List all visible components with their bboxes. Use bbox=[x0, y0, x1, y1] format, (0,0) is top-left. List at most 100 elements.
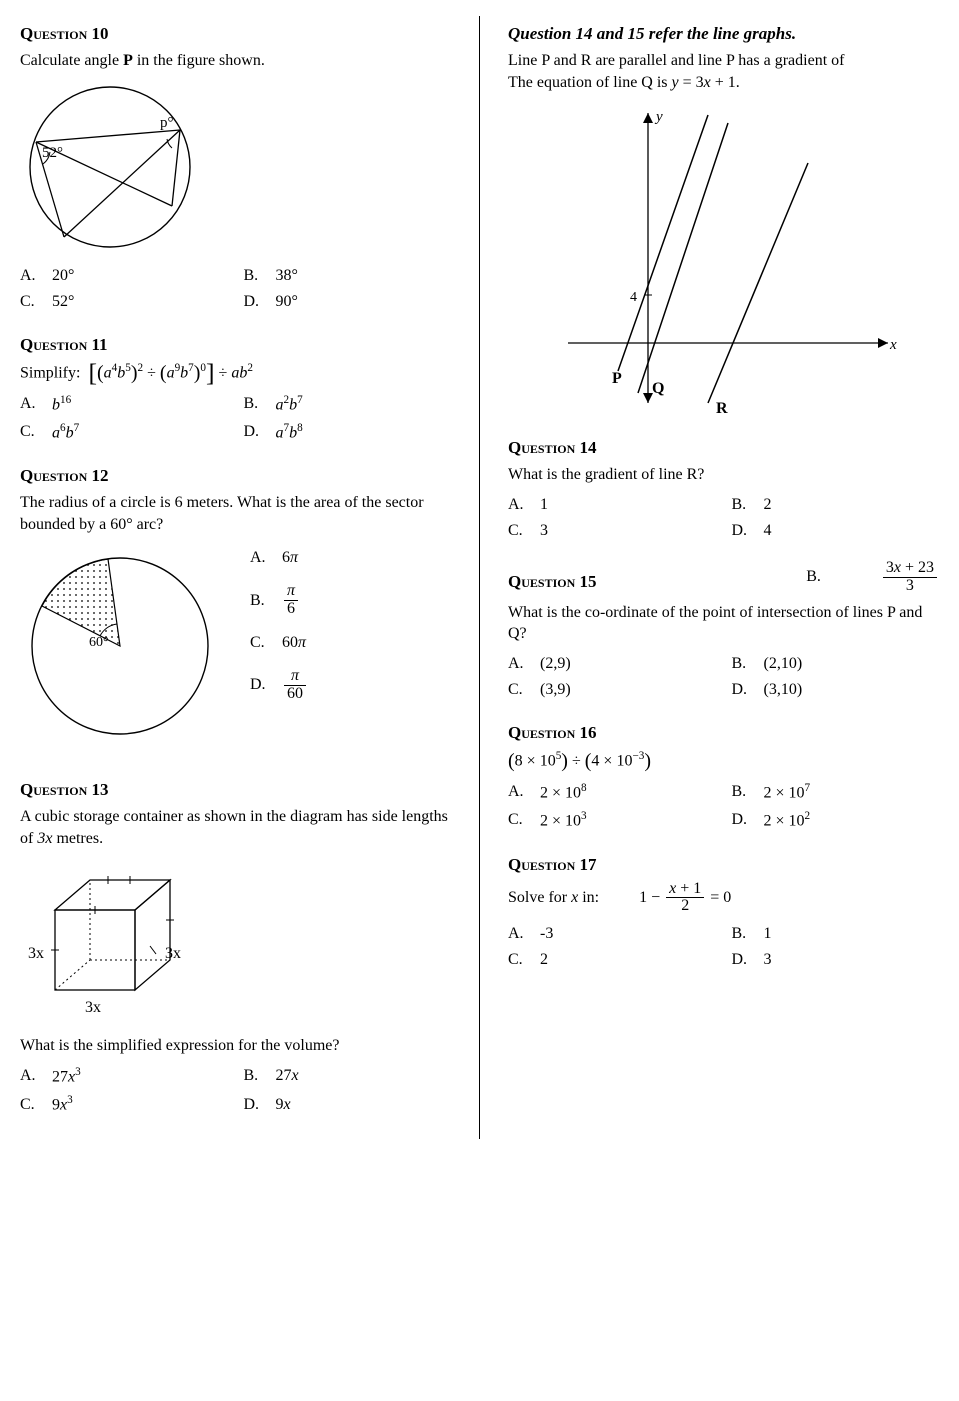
q17-solve-pre: Solve for bbox=[508, 889, 571, 906]
q16-b-exp: 7 bbox=[805, 782, 811, 794]
opt-letter-d: D. bbox=[244, 1096, 262, 1114]
svg-text:3x: 3x bbox=[85, 999, 101, 1016]
q16-expr: (8 × 105) ÷ (4 × 10−3) bbox=[508, 749, 939, 772]
q10-text-pre: Calculate angle bbox=[20, 52, 123, 69]
q11-b: a2b7 bbox=[276, 394, 303, 414]
q12-opt-d: D.π60 bbox=[250, 668, 308, 703]
q14-heading: Question 14 bbox=[508, 438, 939, 458]
q16-c-exp: 3 bbox=[581, 810, 587, 822]
opt-letter-c: C. bbox=[508, 522, 526, 540]
q10-text-post: in the figure shown. bbox=[133, 52, 265, 69]
q15-overlap-fragment: B. 3x + 23 3 bbox=[806, 560, 939, 595]
q17-eq: 1 − x + 12 = 0 bbox=[639, 881, 731, 916]
opt-letter-b: B. bbox=[732, 925, 750, 943]
opt-letter-d: D. bbox=[244, 293, 262, 311]
opt-letter-d: D. bbox=[732, 681, 750, 699]
q17-text: Solve for x in: 1 − x + 12 = 0 bbox=[508, 881, 939, 916]
opt-letter-b: B. bbox=[732, 496, 750, 514]
q15-text: What is the co-ordinate of the point of … bbox=[508, 602, 939, 645]
opt-letter-a: A. bbox=[508, 925, 526, 943]
opt-letter-c: C. bbox=[250, 634, 268, 652]
q12-angle: 60° bbox=[89, 635, 109, 650]
q17-solve: Solve for x in: bbox=[508, 887, 599, 909]
q15-float-den: 3 bbox=[883, 578, 937, 595]
q13-b: 27x bbox=[276, 1067, 299, 1085]
q11-heading: Question 11 bbox=[20, 335, 451, 355]
q17-opt-c: C.2 bbox=[508, 951, 716, 969]
q13-text-post: metres. bbox=[52, 830, 103, 847]
opt-letter-a: A. bbox=[20, 395, 38, 413]
q1415-intro-head: Question 14 and 15 refer the line graphs… bbox=[508, 24, 939, 44]
q12-b: π6 bbox=[284, 583, 298, 618]
q15-d: (3,10) bbox=[764, 681, 803, 699]
q17-d: 3 bbox=[764, 951, 772, 969]
q1415-intro-text: Line P and R are parallel and line P has… bbox=[508, 50, 939, 93]
svg-text:4: 4 bbox=[630, 290, 637, 305]
q14-opt-a: A.1 bbox=[508, 496, 716, 514]
q11-opt-c: C.a6b7 bbox=[20, 422, 228, 442]
svg-text:P: P bbox=[612, 370, 622, 387]
q13-opt-d: D.9x bbox=[244, 1094, 452, 1114]
q11-expr: Simplify: [(a4b5)2 ÷ (a9b7)0] ÷ ab2 bbox=[20, 361, 451, 384]
q16-opt-a: A. 2 × 108 bbox=[508, 782, 716, 802]
q16-heading: Question 16 bbox=[508, 723, 939, 743]
q10-angle-p: p° bbox=[160, 115, 174, 131]
svg-text:x: x bbox=[889, 337, 897, 353]
q14-b: 2 bbox=[764, 496, 772, 514]
q17-opt-a: A. -3 bbox=[508, 925, 716, 943]
opt-letter-a: A. bbox=[508, 655, 526, 673]
q17-options: A.-3 B.1 C.2 D.3 bbox=[508, 925, 939, 969]
q10-angle-52: 52° bbox=[42, 145, 63, 161]
q12-d-num: π bbox=[291, 667, 299, 684]
q14-c: 3 bbox=[540, 522, 548, 540]
column-divider bbox=[479, 16, 480, 1139]
q16-a: 2 × 108 bbox=[540, 782, 587, 802]
q17-den: 2 bbox=[666, 898, 704, 915]
opt-letter-b: B. bbox=[732, 655, 750, 673]
q10-b-val: 38° bbox=[276, 267, 298, 285]
opt-letter-a: A. bbox=[508, 783, 526, 801]
q13-opt-a: A.27x3 bbox=[20, 1066, 228, 1086]
opt-letter-b: B. bbox=[244, 1067, 262, 1085]
q15-float-frac: 3x + 23 3 bbox=[883, 560, 937, 595]
q13-text: A cubic storage container as shown in th… bbox=[20, 806, 451, 849]
q15-opt-b: B.(2,10) bbox=[732, 655, 940, 673]
q16-opt-c: C.2 × 103 bbox=[508, 810, 716, 830]
q16-a-exp: 8 bbox=[581, 782, 587, 794]
q14-opt-c: C. 3 bbox=[508, 522, 716, 540]
q16-options: A.2 × 108 B.2 × 107 C.2 × 103 D.2 × 102 bbox=[508, 782, 939, 831]
opt-letter-b: B. bbox=[244, 267, 262, 285]
q16-d-exp: 2 bbox=[805, 810, 811, 822]
q12-options: A.6π B.π6 C.60π D.π60 bbox=[250, 549, 308, 702]
q12-row: 60° A.6π B.π6 C.60π D.π60 bbox=[20, 545, 451, 756]
graph-figure: y x 4 P Q R bbox=[548, 103, 939, 428]
q12-b-den: 6 bbox=[284, 601, 298, 618]
opt-letter-c: C. bbox=[508, 951, 526, 969]
q11-d: a7b8 bbox=[276, 422, 303, 442]
q11-opt-a: A.b16 bbox=[20, 394, 228, 414]
svg-text:3x: 3x bbox=[28, 945, 44, 962]
q12-opt-b: B. π6 bbox=[250, 583, 308, 618]
opt-letter-a: A. bbox=[508, 496, 526, 514]
q17-a: -3 bbox=[540, 925, 553, 943]
q10-heading: Question 10 bbox=[20, 24, 451, 44]
q10-opt-a: A.20° bbox=[20, 267, 228, 285]
svg-text:R: R bbox=[716, 400, 728, 417]
intro-line2-pre: The equation of line Q is bbox=[508, 74, 672, 91]
opt-letter-c: C. bbox=[20, 423, 38, 441]
q10-a-val: 20° bbox=[52, 267, 74, 285]
opt-letter-d: D. bbox=[732, 951, 750, 969]
q16-b: 2 × 107 bbox=[764, 782, 811, 802]
svg-text:y: y bbox=[654, 109, 663, 125]
q15-opt-c: C.(3,9) bbox=[508, 681, 716, 699]
q12-c: 60π bbox=[282, 634, 306, 652]
opt-letter-b: B. bbox=[250, 592, 268, 610]
svg-text:3x: 3x bbox=[165, 945, 181, 962]
q16-d: 2 × 102 bbox=[764, 810, 811, 830]
q11-options: A.b16 B.a2b7 C.a6b7 D.a7b8 bbox=[20, 394, 451, 443]
right-column: Question 14 and 15 refer the line graphs… bbox=[508, 16, 939, 1139]
q11-opt-b: B.a2b7 bbox=[244, 394, 452, 414]
opt-letter-c: C. bbox=[508, 811, 526, 829]
q12-a: 6π bbox=[282, 549, 298, 567]
q14-opt-d: D.4 bbox=[732, 522, 940, 540]
